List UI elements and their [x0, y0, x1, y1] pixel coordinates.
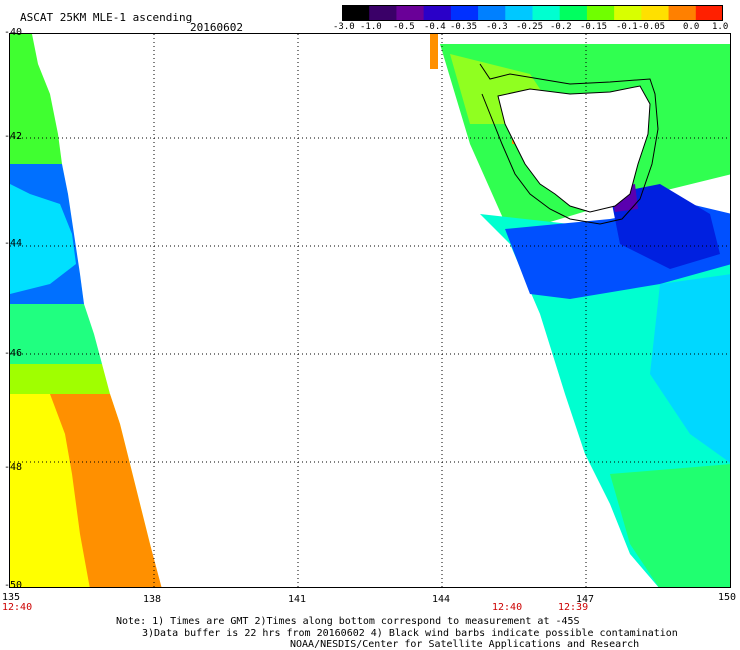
lon-label: 150: [718, 592, 737, 603]
orange-patch: [430, 34, 438, 69]
colorbar-segment: [450, 5, 479, 21]
lon-label: 141: [288, 594, 307, 605]
swath-green-top: [10, 34, 62, 164]
colorbar-segment: [342, 5, 370, 21]
note-line-1: Note: 1) Times are GMT 2)Times along bot…: [116, 616, 580, 627]
colorbar-segment: [478, 5, 506, 21]
swath-cyan-band: [10, 184, 76, 294]
grid-lines: [10, 34, 730, 587]
product-date: 20160602: [190, 21, 243, 34]
colorbar-label: 1.0: [712, 22, 729, 32]
coastline: [479, 63, 659, 225]
colorbar-segment: [532, 5, 561, 21]
lon-label: 144: [432, 594, 451, 605]
colorbar-labels: -3.0 -1.0 -0.5 -0.4 -0.35 -0.3 -0.25 -0.…: [333, 22, 733, 34]
map-canvas: [10, 34, 730, 587]
colorbar-segment: [695, 5, 723, 21]
colorbar-label: -0.5: [393, 22, 415, 32]
colorbar-label: -0.15: [580, 22, 608, 32]
product-title: ASCAT 25KM MLE-1 ascending: [20, 11, 193, 24]
swath-green-mid: [10, 304, 102, 364]
lat-label: -42: [4, 131, 23, 142]
swath-cyan-east: [650, 274, 730, 463]
swath-green-south: [610, 464, 730, 587]
note-line-3: NOAA/NESDIS/Center for Satellite Applica…: [290, 639, 640, 650]
colorbar-segment: [505, 5, 533, 21]
lon-label: 135: [2, 592, 21, 603]
colorbar-segment: [369, 5, 397, 21]
lon-label: 138: [143, 594, 162, 605]
time-label-mid: 12:40: [492, 602, 523, 613]
colorbar-label: -0.05: [638, 22, 666, 32]
left-swath: [10, 34, 162, 587]
time-label-right: 12:39: [558, 602, 589, 613]
note-line-2: 3)Data buffer is 22 hrs from 20160602 4)…: [142, 628, 678, 639]
colorbar-segment: [668, 5, 697, 21]
time-label-left: 12:40: [2, 602, 33, 613]
swath-lime: [10, 364, 110, 394]
colorbar-segment: [559, 5, 588, 21]
lon-label: 147: [576, 594, 595, 605]
colorbar-label: -0.35: [450, 22, 478, 32]
colorbar-segment: [423, 5, 452, 21]
lat-label: -50: [4, 580, 23, 591]
lat-label: -46: [4, 348, 23, 359]
colorbar-segment: [614, 5, 642, 21]
lat-label: -44: [4, 238, 23, 249]
colorbar: [342, 5, 723, 21]
colorbar-label: -0.25: [516, 22, 544, 32]
right-swath: [430, 34, 730, 587]
map-plot: [9, 33, 731, 588]
lat-label: -40: [4, 27, 23, 38]
colorbar-label: -0.1: [616, 22, 638, 32]
colorbar-label: -0.2: [550, 22, 572, 32]
colorbar-border: [342, 5, 723, 21]
colorbar-segment: [586, 5, 615, 21]
colorbar-segment: [396, 5, 425, 21]
colorbar-label: -3.0: [333, 22, 355, 32]
swath-orange: [50, 394, 162, 587]
colorbar-label: -0.3: [486, 22, 508, 32]
colorbar-label: 0.0: [683, 22, 700, 32]
colorbar-label: -1.0: [360, 22, 382, 32]
colorbar-label: -0.4: [424, 22, 446, 32]
colorbar-segment: [641, 5, 670, 21]
tasmania-landmass: [497, 85, 651, 213]
lat-label: -48: [4, 462, 23, 473]
